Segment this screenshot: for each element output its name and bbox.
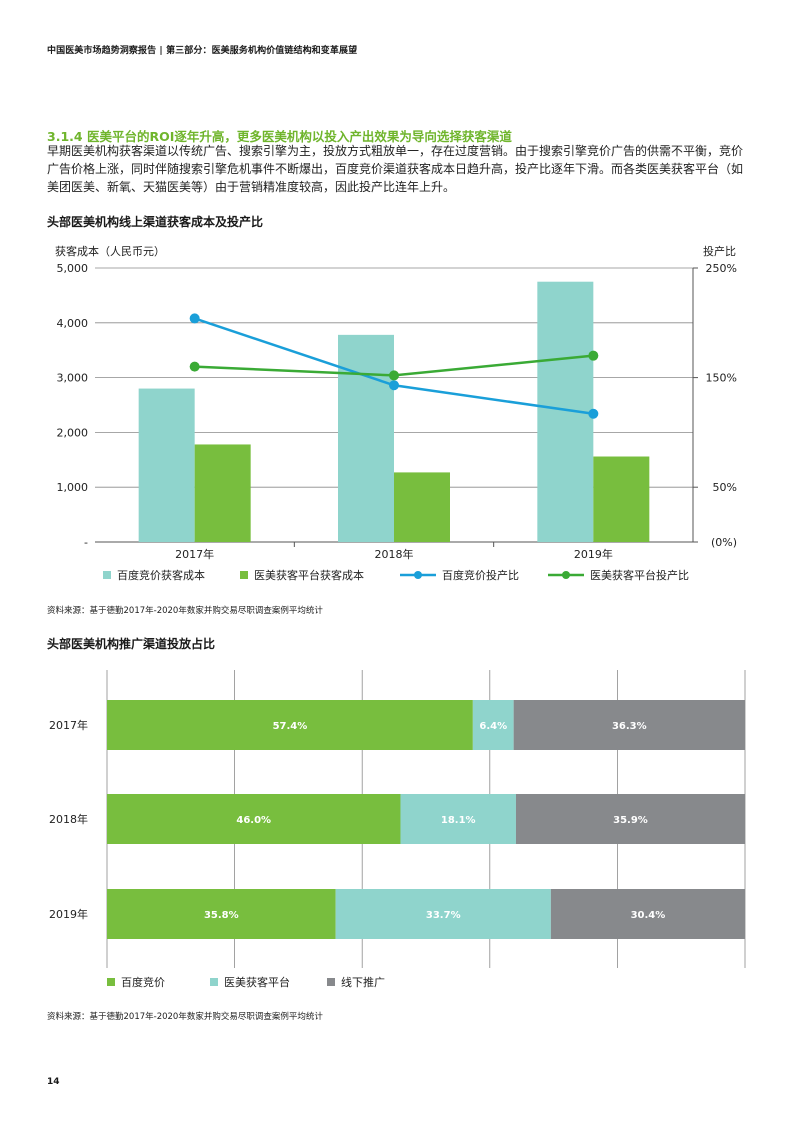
x-tick-label: 2017年 <box>175 547 214 561</box>
point-baidu-roi <box>588 408 599 419</box>
legend-label: 医美获客平台投产比 <box>590 568 689 582</box>
legend-swatch <box>327 978 335 986</box>
bar-platform-cost <box>394 472 450 542</box>
legend-label: 医美获客平台 <box>224 975 290 989</box>
legend-label: 线下推广 <box>341 975 385 989</box>
segment-baidu <box>107 889 336 939</box>
legend-label: 百度竞价投产比 <box>442 568 519 582</box>
report-header: 中国医美市场趋势洞察报告 | 第三部分：医美服务机构价值链结构和变革展望 <box>47 43 357 56</box>
point-platform-roi <box>389 370 399 381</box>
chart2-source: 资料来源：基于德勤2017年-2020年数家并购交易尽职调查案例平均统计 <box>47 1012 323 1022</box>
segment-label: 57.4% <box>273 721 308 732</box>
segment-baidu <box>107 700 473 750</box>
legend-label: 百度竞价 <box>121 975 165 989</box>
bar-baidu-cost <box>138 388 195 542</box>
part-title: 第三部分：医美服务机构价值链结构和变革展望 <box>166 46 358 56</box>
category-label: 2017年 <box>49 718 88 732</box>
report-title: 中国医美市场趋势洞察报告 <box>47 46 157 56</box>
section-paragraph: 早期医美机构获客渠道以传统广告、搜索引擎为主，投放方式粗放单一，存在过度营销。由… <box>47 144 744 194</box>
legend-label: 百度竞价获客成本 <box>117 568 205 582</box>
category-label: 2019年 <box>49 907 88 921</box>
y-tick-label-left: 4,000 <box>57 317 89 330</box>
legend-swatch <box>107 978 115 986</box>
bar-baidu-cost <box>338 334 394 542</box>
segment-offline <box>550 889 745 939</box>
legend-swatch <box>210 978 218 986</box>
legend-label: 医美获客平台获客成本 <box>254 568 364 582</box>
segment-label: 18.1% <box>441 815 476 826</box>
y-tick-label-left: 2,000 <box>57 426 89 439</box>
cost-roi-combo-chart: 获客成本（人民币元） 投产比 - 1,000 2,000 3,000 4,000 5,000 (… <box>55 244 737 582</box>
category-label: 2018年 <box>49 812 88 826</box>
point-platform-roi <box>189 361 200 372</box>
y-tick-label-right: 50% <box>713 481 737 494</box>
segment-label: 36.3% <box>612 721 647 732</box>
y-tick-label-left: 5,000 <box>57 262 89 275</box>
y-tick-label-left: 1,000 <box>57 481 89 494</box>
segment-label: 30.4% <box>631 910 666 921</box>
legend-swatch <box>240 571 248 579</box>
segment-offline <box>515 794 745 844</box>
bar-platform-cost <box>194 444 251 542</box>
legend-marker <box>562 571 570 579</box>
segment-label: 35.8% <box>204 910 239 921</box>
segment-label: 33.7% <box>426 910 461 921</box>
chart2-title: 头部医美机构推广渠道投放占比 <box>47 637 216 651</box>
segment-offline <box>513 700 745 750</box>
y-tick-label-left: 3,000 <box>57 372 89 385</box>
left-axis-label: 获客成本（人民币元） <box>55 244 165 258</box>
point-platform-roi <box>588 350 599 361</box>
segment-label: 35.9% <box>613 815 648 826</box>
segment-platform <box>400 794 516 844</box>
right-axis-label: 投产比 <box>703 244 736 258</box>
chart1-source: 资料来源：基于德勤2017年-2020年数家并购交易尽职调查案例平均统计 <box>47 606 323 616</box>
legend-swatch <box>103 571 111 579</box>
segment-platform <box>472 700 514 750</box>
header-separator: | <box>156 46 167 56</box>
y-tick-label-right: 250% <box>706 262 737 275</box>
point-baidu-roi <box>389 380 399 391</box>
chart1-title: 头部医美机构线上渠道获客成本及投产比 <box>47 215 264 229</box>
x-tick-label: 2019年 <box>574 547 613 561</box>
segment-label: 6.4% <box>479 721 507 732</box>
segment-baidu <box>107 794 401 844</box>
page-number: 14 <box>47 1077 60 1087</box>
channel-share-stacked-chart: 57.4% 6.4% 36.3% 2017年 46.0% 18.1% 35.9% 2018年 3… <box>49 670 746 989</box>
point-baidu-roi <box>189 313 200 324</box>
legend-marker <box>414 571 422 579</box>
y-tick-label-left: - <box>84 536 88 549</box>
segment-label: 46.0% <box>236 815 271 826</box>
y-tick-label-right: (0%) <box>711 536 737 549</box>
y-tick-label-right: 150% <box>706 372 737 385</box>
x-tick-label: 2018年 <box>375 547 414 561</box>
segment-platform <box>335 889 551 939</box>
bar-platform-cost <box>593 456 650 542</box>
section-title: 3.1.4 医美平台的ROI逐年升高，更多医美机构以投入产出效果为导向选择获客渠… <box>47 129 512 144</box>
